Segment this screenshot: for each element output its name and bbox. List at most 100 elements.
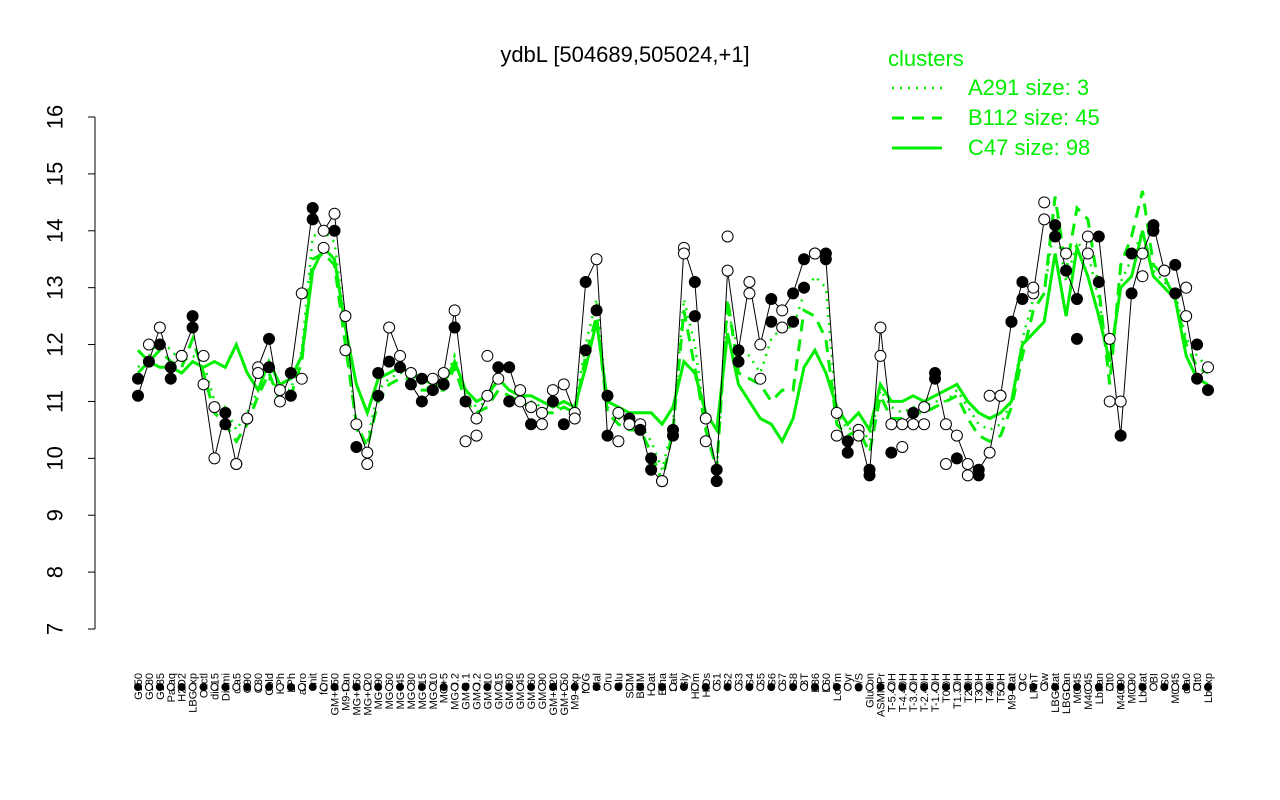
x-tick-marker xyxy=(374,683,383,691)
x-tick-marker xyxy=(1116,683,1125,691)
data-point xyxy=(175,349,188,362)
x-tick-marker xyxy=(1083,683,1092,691)
data-point xyxy=(459,395,472,408)
data-point xyxy=(972,469,985,482)
data-point xyxy=(1180,281,1193,294)
data-point xyxy=(885,446,898,459)
data-point xyxy=(798,281,811,294)
x-tick-marker xyxy=(745,683,754,691)
data-point xyxy=(994,389,1007,402)
data-point xyxy=(1158,264,1171,277)
data-point xyxy=(568,412,581,425)
x-tick-marker xyxy=(789,683,798,691)
x-tick-marker xyxy=(985,683,994,691)
x-tick-label: BI xyxy=(1148,673,1160,683)
data-point xyxy=(361,446,374,459)
x-tick-marker xyxy=(417,683,426,691)
x-tick-marker xyxy=(1193,683,1202,691)
x-tick-label: M40t90 xyxy=(1116,673,1128,710)
x-tick-label: S2 xyxy=(723,673,735,686)
x-tick-marker xyxy=(712,683,721,691)
x-tick-marker xyxy=(679,683,688,691)
data-point xyxy=(1169,287,1182,300)
data-point xyxy=(765,293,778,306)
data-point xyxy=(546,384,559,397)
x-tick-label: GM+45 xyxy=(515,673,527,709)
x-tick-label: S1 xyxy=(712,673,724,686)
data-point xyxy=(699,412,712,425)
x-tick-marker xyxy=(832,683,841,691)
x-tick-marker xyxy=(658,683,667,691)
y-axis: 7 8 9 10 11 12 13 14 15 16 xyxy=(43,105,96,635)
y-tick-label: 11 xyxy=(43,390,68,413)
data-point xyxy=(263,332,276,345)
data-point xyxy=(1125,287,1138,300)
data-point xyxy=(874,321,887,334)
x-tick-label: T-5.40H xyxy=(886,673,898,712)
data-point xyxy=(153,338,166,351)
x-tick-label: M40t45 xyxy=(1083,673,1095,710)
data-point xyxy=(1049,230,1062,243)
data-point xyxy=(306,202,319,215)
x-tick-marker xyxy=(865,683,874,691)
data-point xyxy=(514,384,527,397)
data-point xyxy=(525,418,538,431)
legend-entry: B112 size: 45 xyxy=(968,105,1100,130)
x-tick-marker xyxy=(527,683,536,691)
data-point xyxy=(514,395,527,408)
x-tick-marker xyxy=(920,683,929,691)
x-tick-marker xyxy=(144,683,153,691)
data-point xyxy=(1049,219,1062,232)
x-tick-marker xyxy=(461,683,470,691)
data-point xyxy=(1070,332,1083,345)
data-point xyxy=(1103,332,1116,345)
x-tick-label: BT xyxy=(799,673,811,687)
data-point xyxy=(754,338,767,351)
data-point xyxy=(1060,247,1073,260)
data-point xyxy=(492,361,505,374)
data-point xyxy=(252,367,265,379)
x-tick-marker xyxy=(690,683,699,691)
data-point xyxy=(1027,281,1040,294)
data-point xyxy=(579,344,592,357)
data-point xyxy=(263,361,276,374)
x-tick-marker xyxy=(581,683,590,691)
x-tick-marker xyxy=(319,683,328,691)
legend-entry: C47 size: 98 xyxy=(968,135,1090,160)
data-point xyxy=(230,458,243,471)
data-point xyxy=(306,213,319,226)
y-tick-label: 10 xyxy=(43,446,68,470)
x-tick-marker xyxy=(974,683,983,691)
x-tick-marker xyxy=(821,683,830,691)
x-tick-marker xyxy=(996,683,1005,691)
data-point xyxy=(798,253,811,266)
x-tick-marker xyxy=(778,683,787,691)
data-point xyxy=(634,423,647,436)
x-tick-marker xyxy=(406,683,415,691)
data-point xyxy=(841,446,854,459)
data-point xyxy=(317,241,330,254)
data-point xyxy=(1038,213,1051,226)
data-point xyxy=(819,247,832,260)
data-point xyxy=(372,389,385,402)
x-tick-marker xyxy=(232,683,241,691)
x-tick-marker xyxy=(756,683,765,691)
x-tick-label: M9-exp xyxy=(570,673,582,710)
data-point xyxy=(153,321,166,334)
data-point xyxy=(645,463,658,476)
data-point xyxy=(459,435,472,448)
data-point xyxy=(383,321,396,334)
data-point xyxy=(808,247,821,260)
data-point xyxy=(710,463,723,476)
data-point xyxy=(612,406,625,419)
data-point xyxy=(525,401,538,414)
x-tick-marker xyxy=(505,683,514,691)
data-point xyxy=(164,361,177,374)
x-tick-marker xyxy=(439,683,448,691)
data-point xyxy=(186,310,199,323)
x-tick-label: S5 xyxy=(755,673,767,686)
x-tick-marker xyxy=(636,683,645,691)
y-tick-label: 13 xyxy=(43,275,68,299)
data-point xyxy=(579,275,592,288)
x-tick-marker xyxy=(810,683,819,691)
